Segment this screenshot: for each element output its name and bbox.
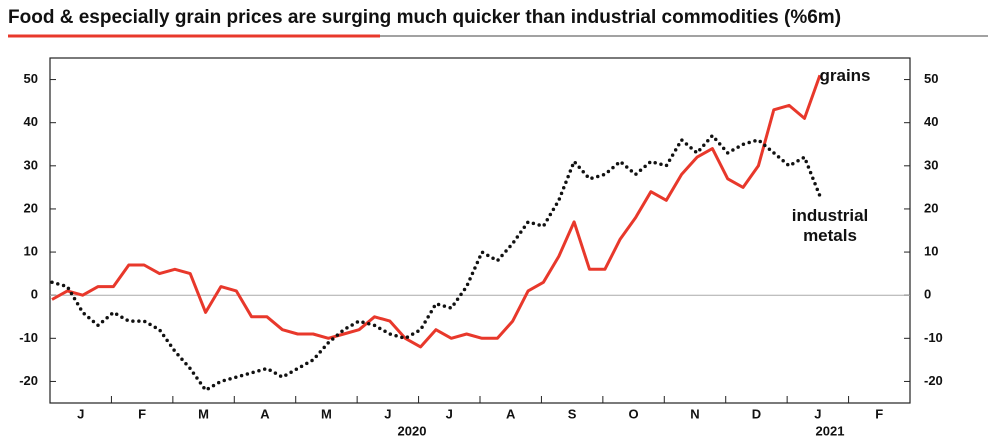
x-tick-label: O	[629, 406, 639, 421]
y-tick-label: 50	[24, 71, 38, 86]
x-tick-label: J	[814, 406, 821, 421]
y2-tick-label: 30	[924, 157, 938, 172]
y2-tick-label: 40	[924, 114, 938, 129]
chart-title: Food & especially grain prices are surgi…	[8, 7, 841, 28]
x-tick-label: F	[138, 406, 146, 421]
y-tick-label: 20	[24, 200, 38, 215]
x-tick-label: A	[506, 406, 516, 421]
grains-label: grains	[819, 66, 871, 85]
x-tick-label: D	[752, 406, 761, 421]
x-tick-label: A	[260, 406, 270, 421]
x-tick-label: M	[198, 406, 209, 421]
series-line	[50, 133, 822, 392]
y2-tick-label: -10	[924, 330, 943, 345]
y-tick-label: -20	[19, 373, 38, 388]
x-tick-label: J	[446, 406, 453, 421]
y-tick-label: 0	[31, 287, 38, 302]
x-tick-label: M	[321, 406, 332, 421]
metals-label: industrial metals	[791, 206, 869, 245]
x-tick-label: F	[875, 406, 883, 421]
y-tick-label: 30	[24, 157, 38, 172]
y-tick-label: 10	[24, 244, 38, 259]
x-tick-label: S	[568, 406, 577, 421]
year-label: 2020	[398, 423, 427, 438]
x-tick-label: J	[384, 406, 391, 421]
y-tick-label: 40	[24, 114, 38, 129]
year-label: 2021	[816, 423, 845, 438]
x-tick-label: J	[77, 406, 84, 421]
y2-tick-label: 10	[924, 244, 938, 259]
series-line	[51, 74, 822, 349]
y2-tick-label: 20	[924, 200, 938, 215]
y2-tick-label: 50	[924, 71, 938, 86]
x-tick-label: N	[690, 406, 699, 421]
y2-tick-label: -20	[924, 373, 943, 388]
y-tick-label: -10	[19, 330, 38, 345]
y2-tick-label: 0	[924, 287, 931, 302]
